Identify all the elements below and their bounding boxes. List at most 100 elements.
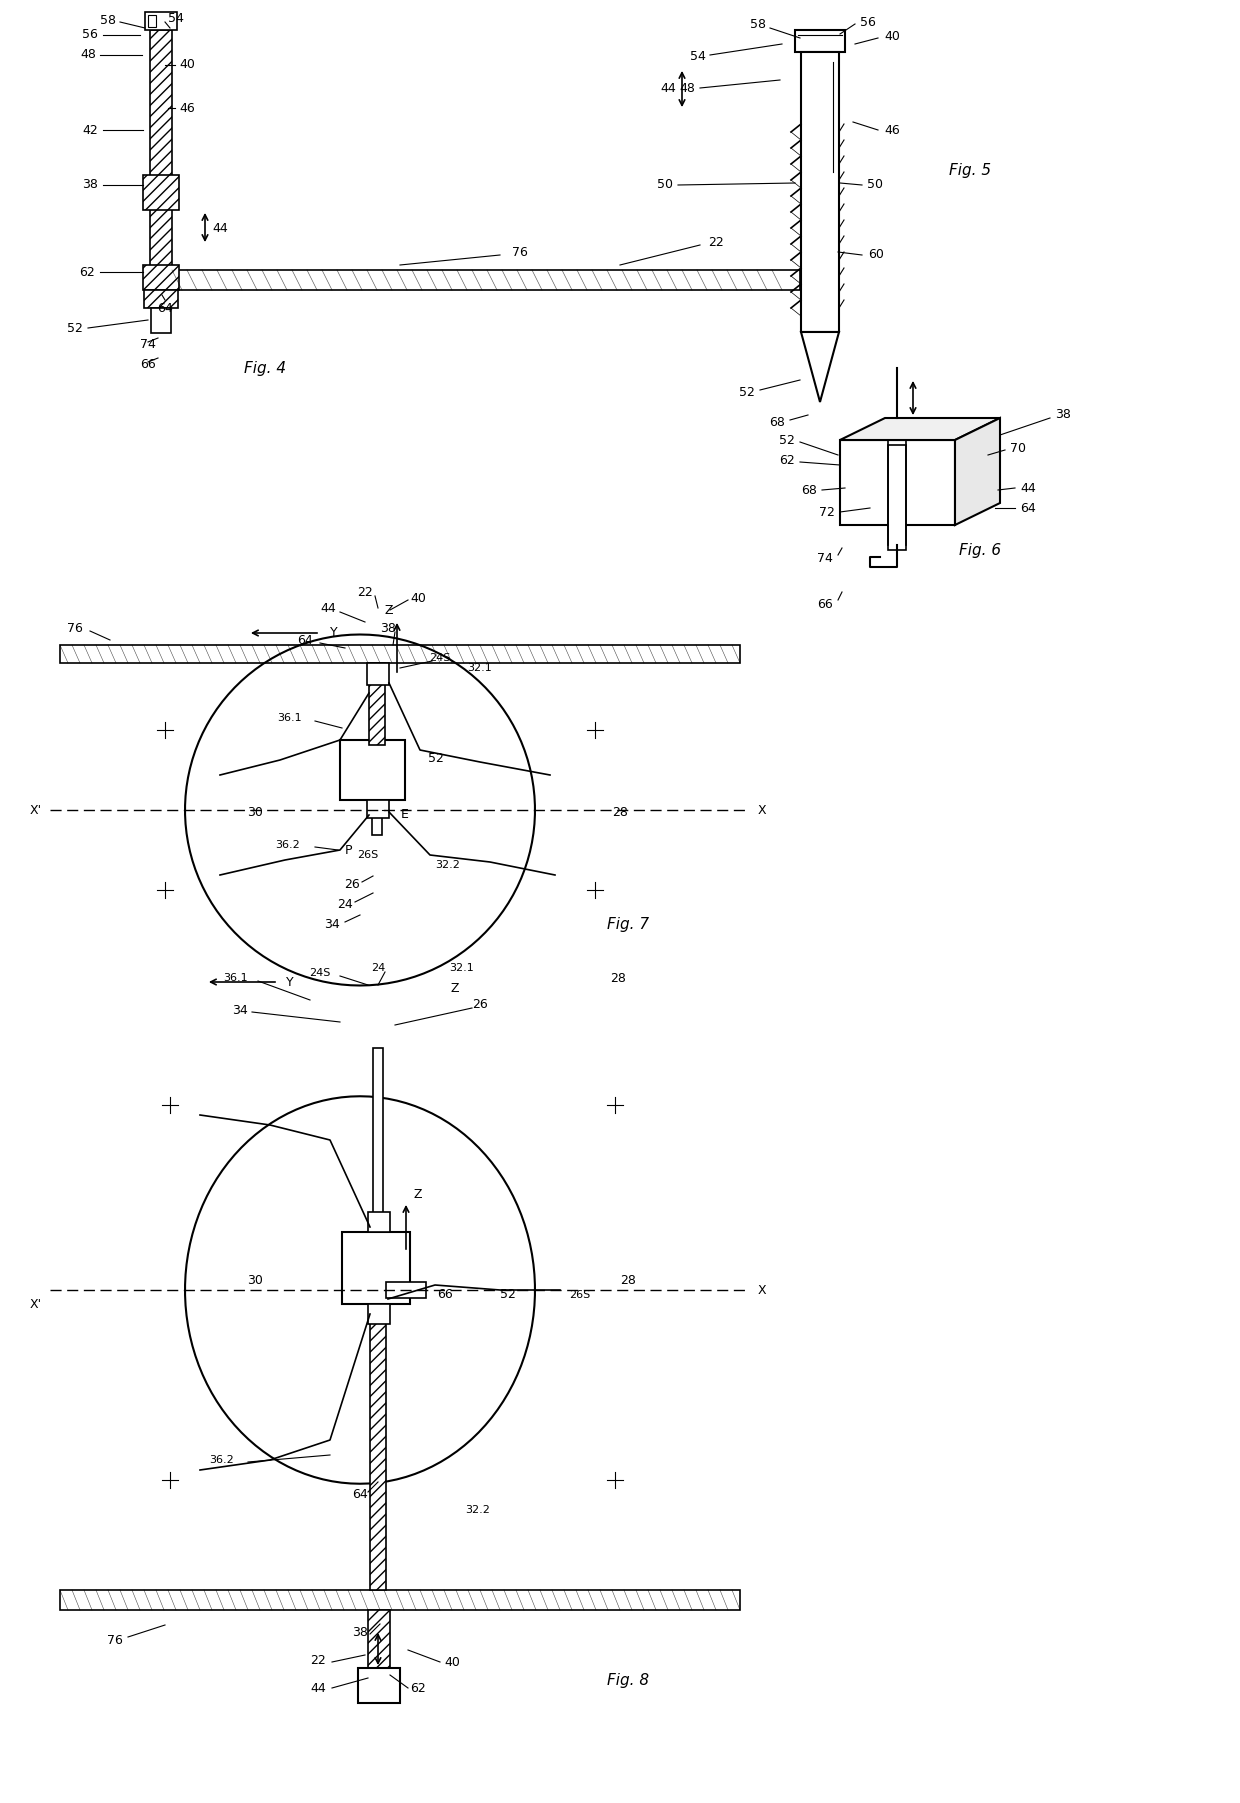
Text: 40: 40 xyxy=(444,1655,460,1668)
Bar xyxy=(60,1590,740,1610)
Text: 24: 24 xyxy=(371,963,386,974)
Text: 36.2: 36.2 xyxy=(210,1455,234,1466)
Polygon shape xyxy=(955,418,999,525)
Text: X': X' xyxy=(30,1298,42,1311)
Bar xyxy=(386,1282,427,1298)
Text: Z: Z xyxy=(414,1188,423,1201)
Text: 56: 56 xyxy=(861,16,875,29)
Text: 62: 62 xyxy=(79,265,95,278)
Text: 40: 40 xyxy=(179,58,195,72)
Bar xyxy=(795,31,844,52)
Text: 70: 70 xyxy=(1011,442,1025,454)
Text: 52: 52 xyxy=(739,386,755,400)
Polygon shape xyxy=(801,332,839,402)
Text: 46: 46 xyxy=(884,123,900,137)
Bar xyxy=(370,1304,386,1590)
Bar xyxy=(145,13,177,31)
Bar xyxy=(143,175,179,209)
Bar xyxy=(368,1304,391,1323)
Text: 30: 30 xyxy=(247,1273,263,1287)
Text: 66: 66 xyxy=(817,597,833,611)
Text: 40: 40 xyxy=(884,29,900,43)
Bar xyxy=(367,801,389,819)
Text: Y: Y xyxy=(286,975,294,988)
Text: Y: Y xyxy=(330,626,337,640)
Bar xyxy=(143,265,179,290)
Text: 58: 58 xyxy=(100,13,117,27)
Text: 44: 44 xyxy=(310,1682,326,1695)
Text: 72: 72 xyxy=(820,505,835,519)
Text: 42: 42 xyxy=(82,123,98,137)
Text: 68: 68 xyxy=(769,416,785,429)
Text: X': X' xyxy=(30,804,42,817)
Bar xyxy=(839,440,955,525)
Text: 36.1: 36.1 xyxy=(223,974,247,983)
Text: P: P xyxy=(345,844,352,856)
Text: 32.1: 32.1 xyxy=(467,664,492,673)
Text: 68: 68 xyxy=(801,483,817,496)
Text: 38: 38 xyxy=(381,622,396,635)
Text: 52: 52 xyxy=(428,752,444,764)
Text: 38: 38 xyxy=(82,178,98,191)
Text: 52: 52 xyxy=(779,433,795,447)
Bar xyxy=(144,290,179,308)
Text: 76: 76 xyxy=(107,1634,123,1646)
Text: 50: 50 xyxy=(657,178,673,191)
Text: 66: 66 xyxy=(140,359,156,371)
Text: 24S: 24S xyxy=(309,968,331,977)
Text: 64: 64 xyxy=(352,1489,368,1502)
Text: Fig. 4: Fig. 4 xyxy=(244,361,286,375)
Text: 40: 40 xyxy=(410,591,425,604)
Text: Z: Z xyxy=(451,981,459,995)
Bar xyxy=(368,1212,391,1231)
Text: 36.1: 36.1 xyxy=(278,712,303,723)
Text: 50: 50 xyxy=(867,178,883,191)
Text: 32.2: 32.2 xyxy=(465,1506,491,1515)
Text: 26: 26 xyxy=(345,878,360,891)
Text: Fig. 8: Fig. 8 xyxy=(606,1673,649,1688)
Text: 28: 28 xyxy=(613,806,627,819)
Text: X: X xyxy=(758,1284,766,1296)
Text: Fig. 5: Fig. 5 xyxy=(949,162,991,177)
Text: 32.2: 32.2 xyxy=(435,860,460,871)
Text: 74: 74 xyxy=(140,339,156,352)
Text: 52: 52 xyxy=(500,1289,516,1302)
Bar xyxy=(373,1048,383,1231)
Text: 46: 46 xyxy=(179,101,195,115)
Bar xyxy=(170,270,800,290)
Text: 76: 76 xyxy=(67,622,83,635)
Text: 28: 28 xyxy=(610,972,626,984)
Bar xyxy=(372,801,382,835)
Bar xyxy=(150,31,172,270)
Bar xyxy=(340,739,405,801)
Text: 30: 30 xyxy=(247,806,263,819)
Text: 26S: 26S xyxy=(569,1289,590,1300)
Text: 58: 58 xyxy=(750,18,766,31)
Text: 34: 34 xyxy=(232,1004,248,1017)
Text: 36.2: 36.2 xyxy=(275,840,300,849)
Text: 44: 44 xyxy=(660,83,676,96)
Text: 24S: 24S xyxy=(429,653,450,664)
Text: E: E xyxy=(401,808,409,822)
Text: 32.1: 32.1 xyxy=(450,963,475,974)
Text: 60: 60 xyxy=(868,249,884,261)
Text: 52: 52 xyxy=(67,321,83,335)
Text: 44: 44 xyxy=(212,222,228,234)
Bar xyxy=(368,1610,391,1668)
Text: 64: 64 xyxy=(157,301,172,314)
Text: 22: 22 xyxy=(357,586,373,599)
Text: 28: 28 xyxy=(620,1273,636,1287)
Bar xyxy=(60,645,740,664)
Polygon shape xyxy=(839,418,999,440)
Bar xyxy=(801,52,839,332)
Text: 62: 62 xyxy=(779,454,795,467)
Bar xyxy=(888,445,906,550)
Bar xyxy=(367,664,389,685)
Text: 54: 54 xyxy=(169,13,184,25)
Text: Z: Z xyxy=(384,604,393,617)
Text: 44: 44 xyxy=(1021,481,1035,494)
Text: 48: 48 xyxy=(81,49,95,61)
Text: 48: 48 xyxy=(680,81,694,94)
Text: 34: 34 xyxy=(324,918,340,932)
Text: 22: 22 xyxy=(708,236,724,249)
